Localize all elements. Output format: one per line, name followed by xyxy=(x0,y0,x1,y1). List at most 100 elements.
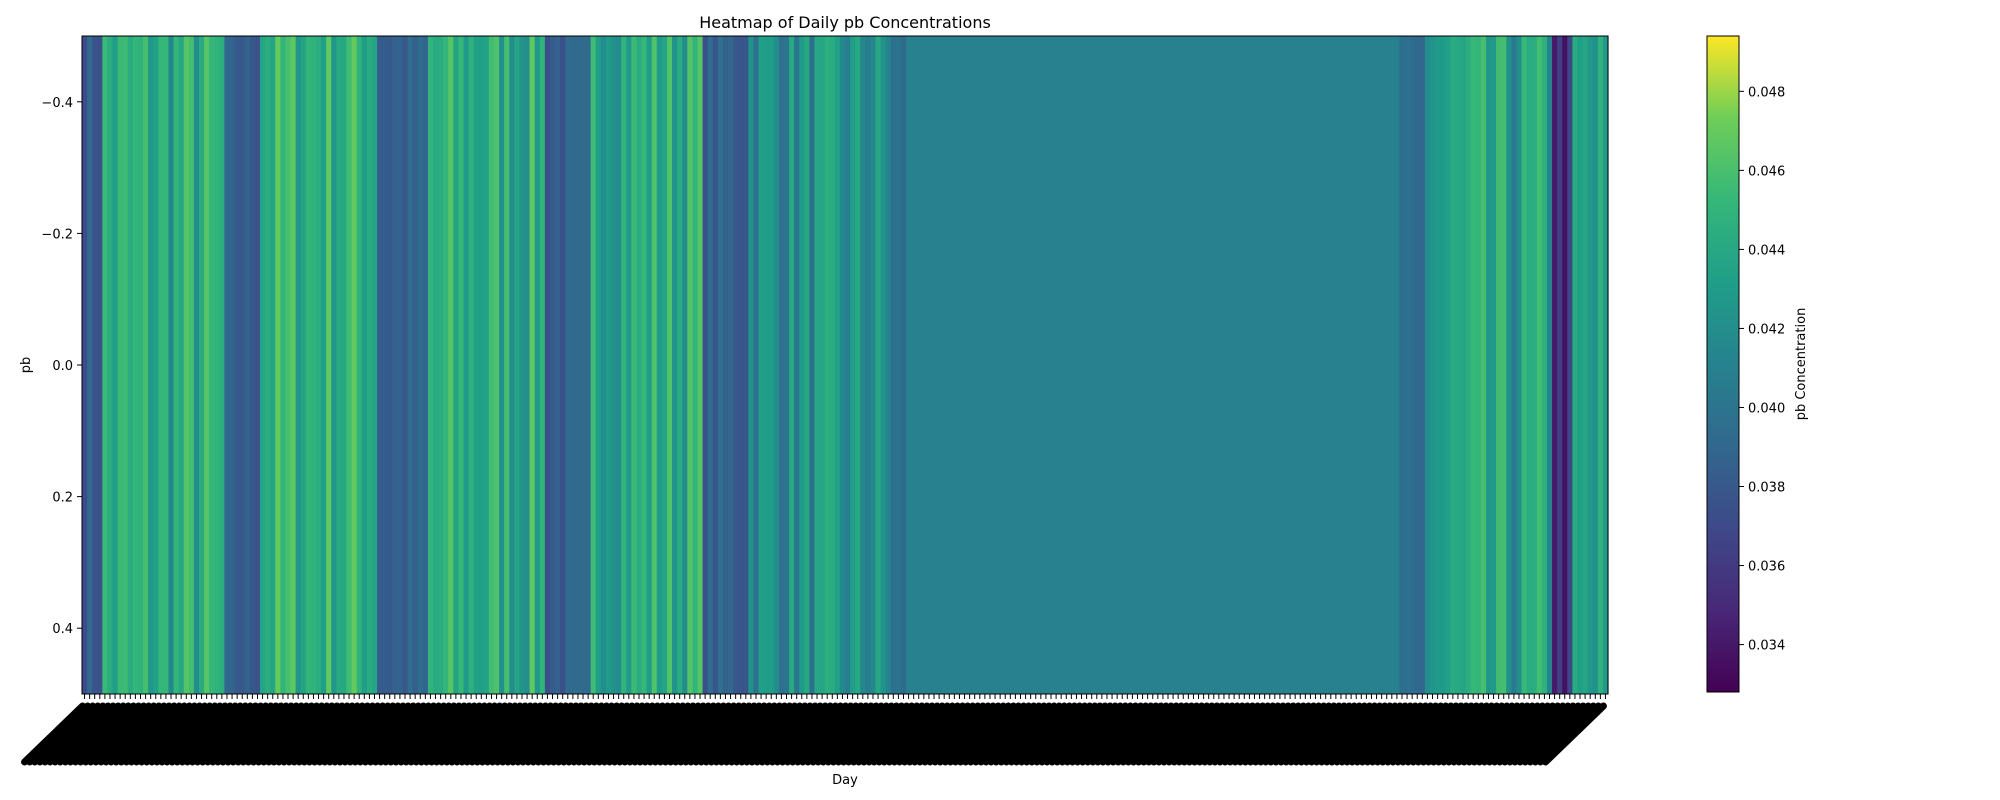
x-tick-label-mark xyxy=(346,702,412,766)
x-tick-label-mark xyxy=(82,702,148,766)
x-tick-label-mark xyxy=(600,702,666,766)
x-tick-label-mark xyxy=(224,702,290,766)
x-tick-label-mark xyxy=(494,702,560,766)
x-tick-label-mark xyxy=(387,702,453,766)
x-tick-label-mark xyxy=(672,702,738,766)
heatmap-cell xyxy=(1404,36,1411,694)
heatmap-cell xyxy=(1053,36,1060,694)
x-tick-label-mark xyxy=(1272,702,1338,766)
heatmap-cells xyxy=(82,36,1609,694)
x-tick-label-mark xyxy=(931,702,997,766)
x-tick-label-mark xyxy=(514,702,580,766)
x-tick-label-mark xyxy=(310,702,376,766)
heatmap-cell xyxy=(865,36,872,694)
heatmap-cell xyxy=(1485,36,1492,694)
x-tick-label-mark xyxy=(550,702,616,766)
x-tick-label-mark xyxy=(138,702,204,766)
heatmap-cell xyxy=(1348,36,1355,694)
x-tick-label-mark xyxy=(1007,702,1073,766)
heatmap-cell xyxy=(1206,36,1212,694)
x-tick-label-mark xyxy=(412,702,478,766)
x-tick-label-mark xyxy=(728,702,794,766)
heatmap-cell xyxy=(331,36,337,694)
x-tick-label-mark xyxy=(656,702,722,766)
heatmap-cell xyxy=(875,36,882,694)
heatmap-cell xyxy=(1445,36,1451,694)
x-tick-label-mark xyxy=(870,702,936,766)
heatmap-cell xyxy=(102,36,109,694)
heatmap-cell xyxy=(783,36,790,694)
heatmap-cell xyxy=(97,36,103,694)
heatmap-cell xyxy=(1140,36,1146,694)
heatmap-cell xyxy=(1038,36,1044,694)
heatmap-cell xyxy=(626,36,632,694)
x-tick-label-mark xyxy=(539,702,605,766)
x-tick-label-mark xyxy=(697,702,763,766)
x-tick-label-mark xyxy=(1282,702,1348,766)
heatmap-cell xyxy=(443,36,449,694)
heatmap-cell xyxy=(982,36,989,694)
heatmap-cell xyxy=(666,36,673,694)
x-tick-label-mark xyxy=(1318,702,1384,766)
heatmap-cell xyxy=(463,36,470,694)
heatmap-cell xyxy=(1170,36,1177,694)
heatmap-cell xyxy=(1292,36,1299,694)
x-tick-label-mark xyxy=(667,702,733,766)
heatmap-cell xyxy=(799,36,805,694)
heatmap-cell xyxy=(773,36,780,694)
x-tick-label-mark xyxy=(1023,702,1089,766)
heatmap-cell xyxy=(656,36,663,694)
heatmap-cell xyxy=(1043,36,1050,694)
x-tick-label-mark xyxy=(478,702,544,766)
x-tick-label-mark xyxy=(1399,702,1465,766)
x-tick-label-mark xyxy=(1073,702,1139,766)
heatmap-cell xyxy=(743,36,749,694)
x-tick-label-mark xyxy=(636,702,702,766)
heatmap-cell xyxy=(1155,36,1161,694)
x-tick-label-mark xyxy=(204,702,270,766)
x-tick-label-mark xyxy=(1363,702,1429,766)
heatmap-cell xyxy=(117,36,124,694)
x-tick-label-mark xyxy=(1038,702,1104,766)
heatmap-cell xyxy=(1221,36,1228,694)
x-tick-label-mark xyxy=(422,702,488,766)
x-tick-label-mark xyxy=(163,702,229,766)
heatmap-cell xyxy=(728,36,734,694)
x-tick-label-mark xyxy=(1084,702,1150,766)
x-tick-label-mark xyxy=(1394,702,1460,766)
heatmap-cell xyxy=(1597,36,1604,694)
x-tick-label-mark xyxy=(1486,702,1552,766)
heatmap-cell xyxy=(911,36,917,694)
heatmap-cell xyxy=(488,36,495,694)
x-tick-label-mark xyxy=(1058,702,1124,766)
heatmap-cell xyxy=(1562,36,1568,694)
heatmap-cell xyxy=(1318,36,1324,694)
x-tick-label-mark xyxy=(1531,702,1597,766)
x-tick-label-mark xyxy=(285,702,351,766)
x-tick-label-mark xyxy=(402,702,468,766)
heatmap-cell xyxy=(834,36,841,694)
heatmap-cell xyxy=(529,36,536,694)
heatmap-cell xyxy=(585,36,592,694)
y-tick-label: 0.2 xyxy=(52,491,73,506)
x-tick-label-mark xyxy=(46,702,112,766)
heatmap-cell xyxy=(285,36,292,694)
heatmap-cell xyxy=(1338,36,1345,694)
heatmap-cell xyxy=(1521,36,1528,694)
heatmap-cell xyxy=(1272,36,1278,694)
heatmap-cell xyxy=(193,36,200,694)
x-tick-label-mark xyxy=(214,702,280,766)
heatmap-cell xyxy=(249,36,256,694)
heatmap-cell xyxy=(1002,36,1009,694)
heatmap-cell xyxy=(1068,36,1075,694)
x-tick-label-mark xyxy=(1348,702,1414,766)
x-tick-label-mark xyxy=(1307,702,1373,766)
x-tick-label-mark xyxy=(809,702,875,766)
x-tick-label-mark xyxy=(1175,702,1241,766)
heatmap-cell xyxy=(951,36,958,694)
x-tick-label-mark xyxy=(1104,702,1170,766)
x-tick-label-mark xyxy=(468,702,534,766)
heatmap-cell xyxy=(209,36,215,694)
x-tick-label-mark xyxy=(316,702,382,766)
heatmap-cell xyxy=(1435,36,1441,694)
